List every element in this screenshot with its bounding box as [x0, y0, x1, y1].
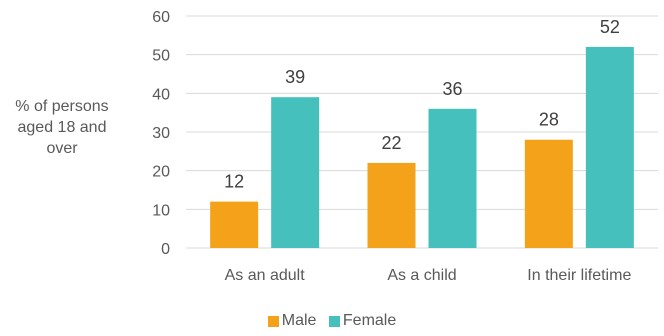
y-tick-label: 50	[152, 48, 170, 65]
y-axis-label: % of persons aged 18 and over	[15, 98, 109, 157]
legend-swatch-female	[328, 315, 340, 327]
y-tick-label: 0	[161, 241, 170, 258]
bar-male	[524, 139, 573, 248]
legend-label-female: Female	[342, 312, 397, 329]
data-label: 12	[224, 172, 244, 192]
bar-female	[585, 46, 634, 248]
legend-item-female: Female	[328, 312, 397, 330]
data-label: 52	[600, 17, 620, 37]
y-tick-label: 20	[152, 164, 170, 181]
y-tick-label: 30	[152, 125, 170, 142]
legend-label-male: Male	[281, 312, 317, 329]
legend-item-male: Male	[267, 312, 317, 330]
legend-swatch-male	[267, 315, 279, 327]
x-tick-label: As a child	[387, 267, 456, 284]
bar-female	[428, 108, 477, 248]
y-tick-label: 40	[152, 86, 170, 103]
bar-male	[367, 162, 416, 248]
x-tick-label: As an adult	[225, 267, 306, 284]
y-tick-label: 60	[152, 9, 170, 26]
bar-male	[210, 201, 259, 248]
data-label: 28	[539, 110, 559, 130]
data-label: 39	[285, 67, 305, 87]
data-label: 36	[442, 79, 462, 99]
data-label: 22	[381, 133, 401, 153]
legend: Male Female	[0, 312, 664, 332]
bar-female	[271, 97, 320, 248]
y-tick-label: 10	[152, 202, 170, 219]
x-tick-label: In their lifetime	[527, 267, 631, 284]
